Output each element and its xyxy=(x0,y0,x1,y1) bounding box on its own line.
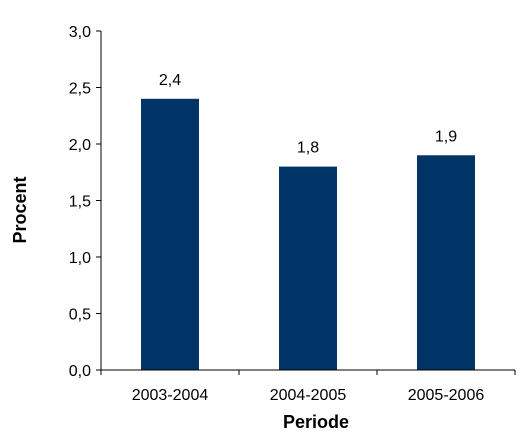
data-label: 2,4 xyxy=(159,72,181,89)
y-tick-label: 1,5 xyxy=(69,194,91,211)
y-tick-label: 2,5 xyxy=(69,81,91,98)
bar-2004-2005 xyxy=(279,166,337,370)
x-tick-label: 2004-2005 xyxy=(270,387,347,404)
data-label: 1,8 xyxy=(297,140,319,157)
x-axis-title: Periode xyxy=(283,412,349,432)
y-axis-title: Procent xyxy=(10,176,30,243)
y-axis-ticks: 0,0 0,5 1,0 1,5 2,0 2,5 3,0 xyxy=(69,24,101,380)
y-tick-label: 3,0 xyxy=(69,24,91,41)
x-axis-ticks: 2003-2004 2004-2005 2005-2006 xyxy=(100,370,516,404)
bar-2003-2004 xyxy=(141,98,199,371)
y-tick-label: 2,0 xyxy=(69,137,91,154)
x-tick-label: 2003-2004 xyxy=(132,387,209,404)
bar-2005-2006 xyxy=(417,155,475,370)
bars: 2,4 1,8 1,9 xyxy=(141,72,475,371)
data-label: 1,9 xyxy=(435,128,457,145)
y-tick-label: 1,0 xyxy=(69,250,91,267)
x-tick-label: 2005-2006 xyxy=(408,387,485,404)
y-tick-label: 0,5 xyxy=(69,307,91,324)
y-tick-label: 0,0 xyxy=(69,363,91,380)
